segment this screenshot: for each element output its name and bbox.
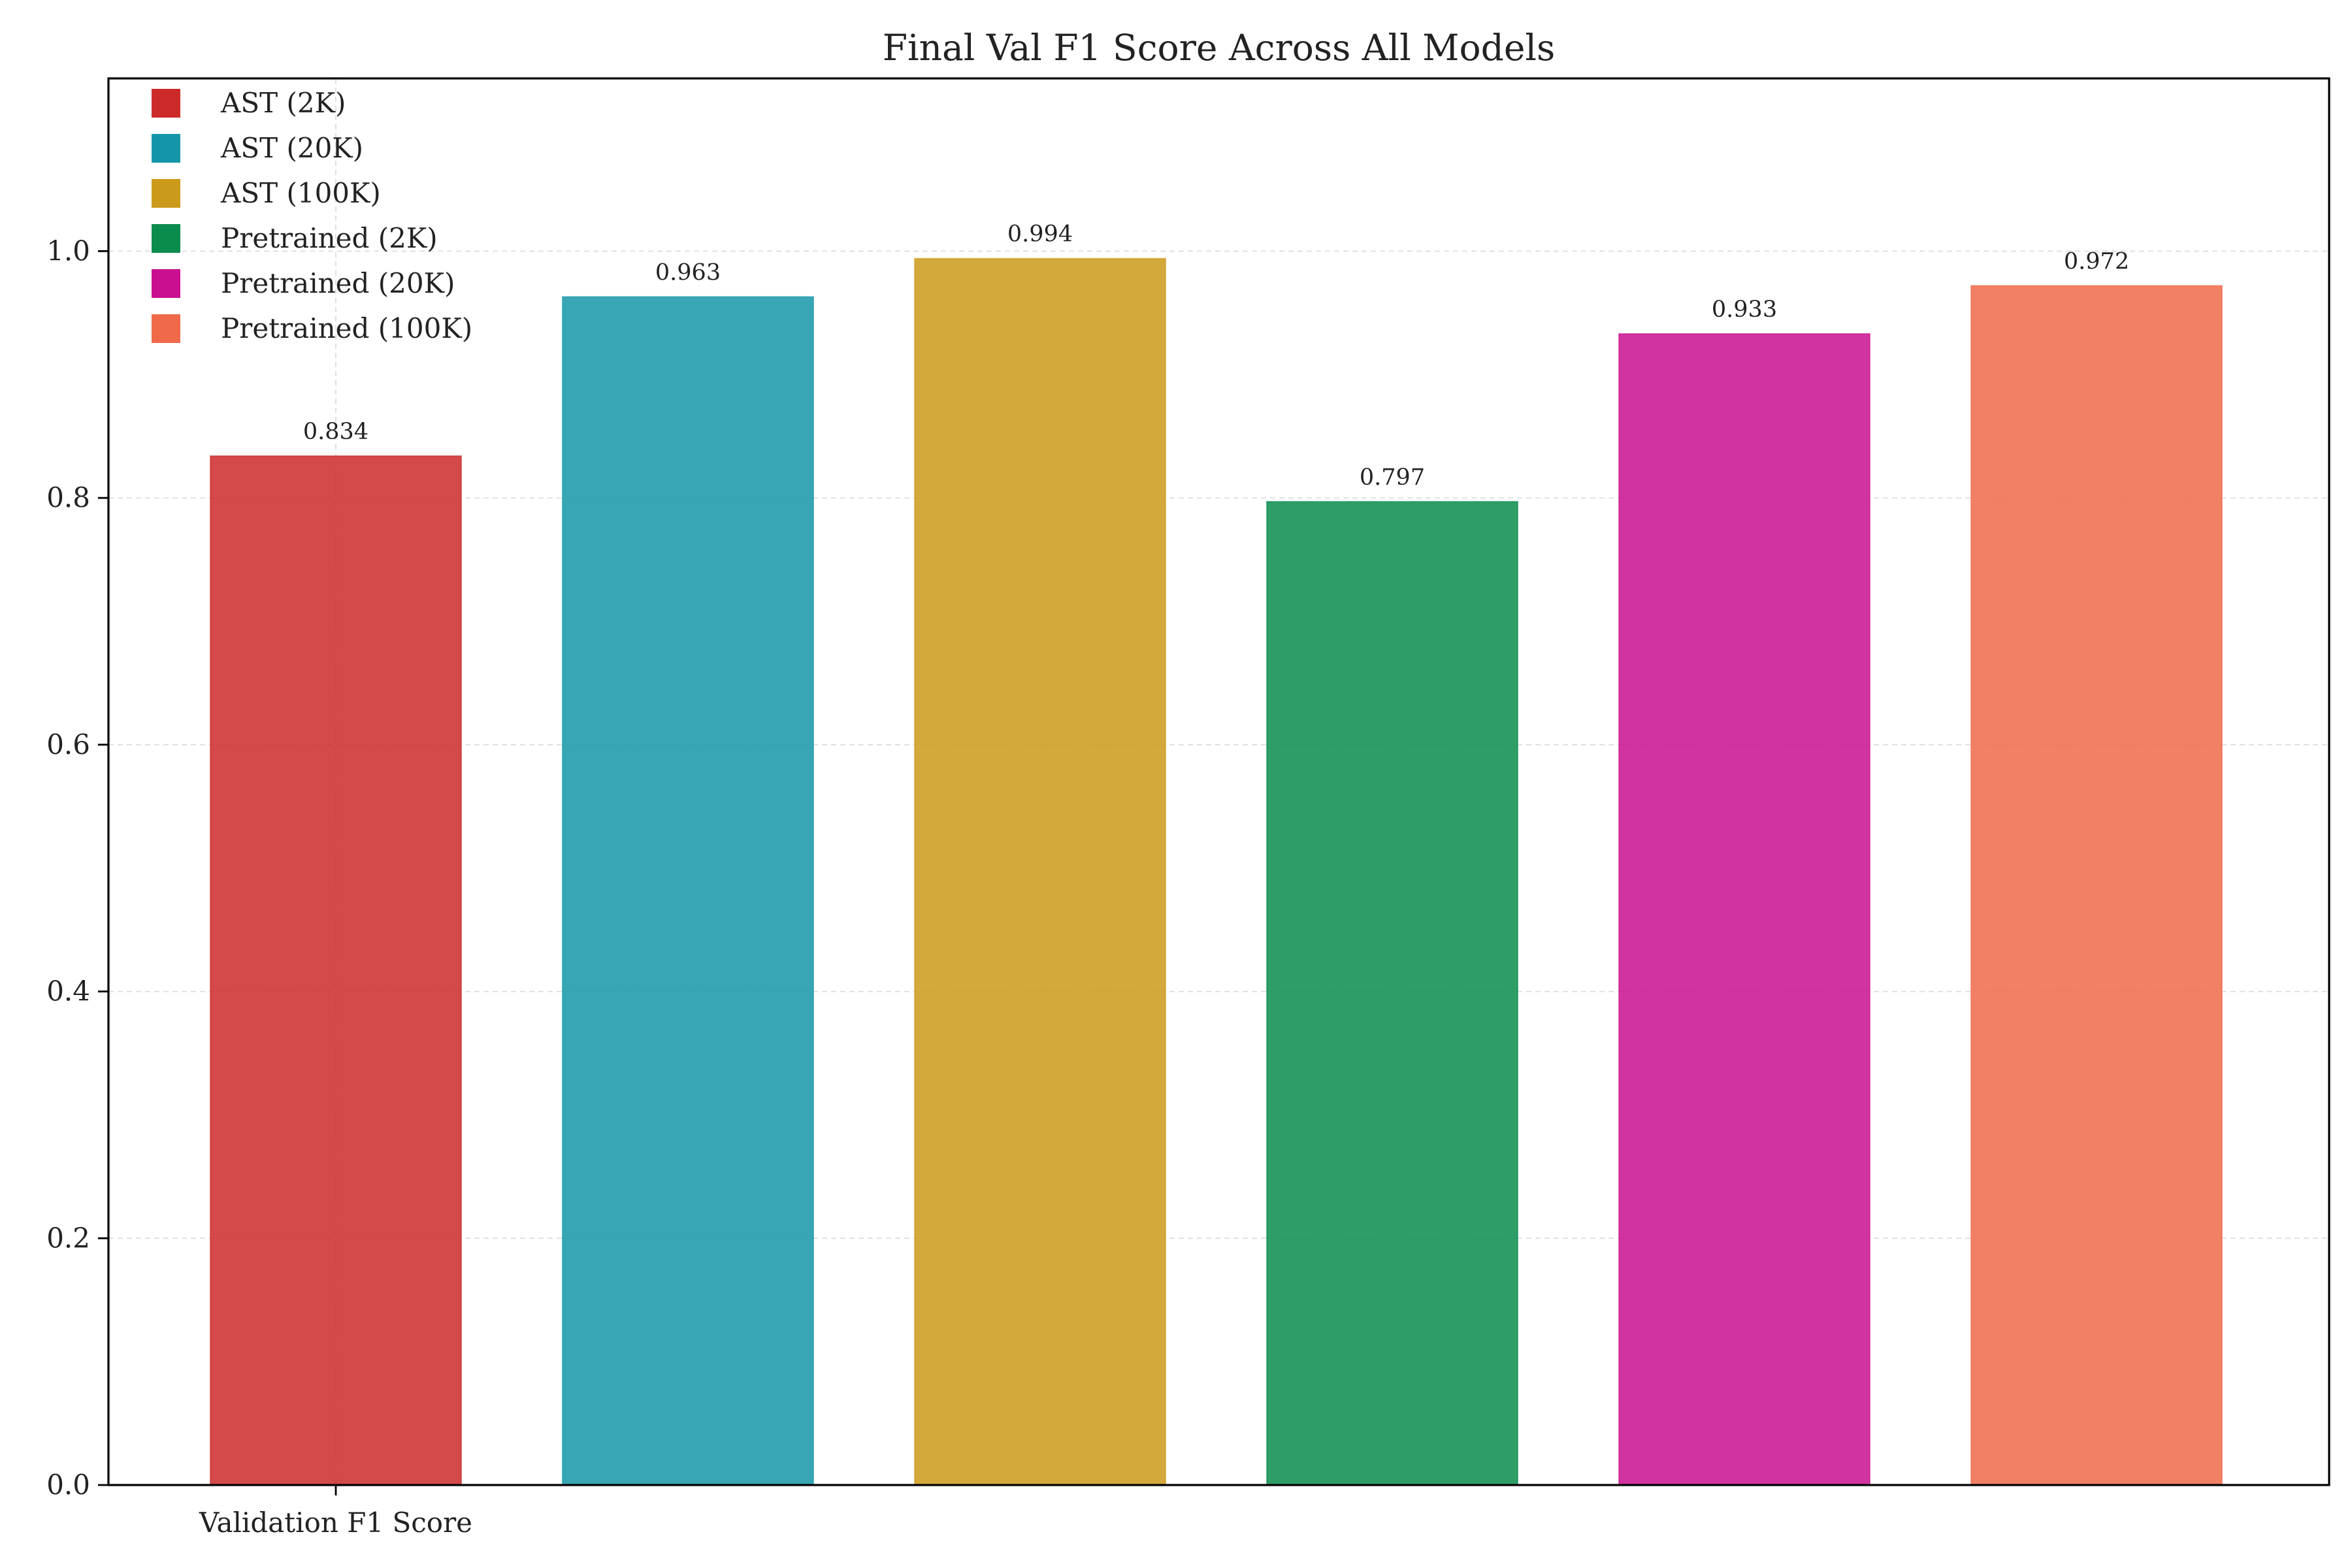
- legend: AST (2K) AST (20K) AST (100K) Pretrained (2…: [152, 87, 472, 344]
- bar-ast-100k: [914, 257, 1166, 1486]
- plot-frame: [107, 77, 2330, 1486]
- legend-label: AST (2K): [220, 87, 346, 119]
- bar-value-label: 0.963: [655, 259, 721, 286]
- legend-swatch: [152, 179, 180, 208]
- bar-pretrained-20k: [1618, 333, 1870, 1486]
- legend-swatch: [152, 314, 180, 343]
- y-axis: 0.0 0.2 0.4 0.6 0.8 1.0: [46, 235, 108, 1501]
- legend-swatch: [152, 134, 180, 163]
- y-tick-label: 0.8: [46, 482, 90, 514]
- bar-value-label: 0.797: [1360, 465, 1425, 491]
- y-tick-label: 0.0: [46, 1469, 90, 1501]
- bar-ast-20k: [562, 296, 814, 1486]
- x-axis: Validation F1 Score: [199, 1485, 472, 1539]
- y-tick-label: 0.4: [46, 975, 90, 1007]
- legend-label: AST (20K): [220, 132, 363, 164]
- legend-swatch: [152, 269, 180, 298]
- bar-value-label: 0.933: [1712, 297, 1777, 323]
- legend-swatch: [152, 89, 180, 118]
- y-tick-label: 0.6: [46, 728, 90, 760]
- bar-value-label: 0.994: [1007, 221, 1073, 248]
- bars: [210, 257, 2223, 1486]
- value-labels: 0.834 0.963 0.994 0.797 0.933 0.972: [303, 221, 2129, 491]
- bar-pretrained-100k: [1970, 285, 2223, 1486]
- bar-value-label: 0.834: [303, 419, 368, 445]
- legend-label: AST (100K): [220, 177, 381, 209]
- chart-title: Final Val F1 Score Across All Models: [883, 27, 1555, 69]
- y-tick-label: 1.0: [46, 235, 90, 267]
- bar-value-label: 0.972: [2064, 248, 2129, 274]
- x-tick-label: Validation F1 Score: [199, 1507, 472, 1539]
- legend-label: Pretrained (20K): [221, 267, 455, 299]
- legend-swatch: [152, 224, 180, 253]
- legend-label: Pretrained (100K): [221, 312, 472, 344]
- bar-ast-2k: [210, 455, 462, 1486]
- bar-pretrained-2k: [1266, 500, 1518, 1486]
- legend-label: Pretrained (2K): [221, 222, 438, 254]
- y-tick-label: 0.2: [46, 1222, 90, 1254]
